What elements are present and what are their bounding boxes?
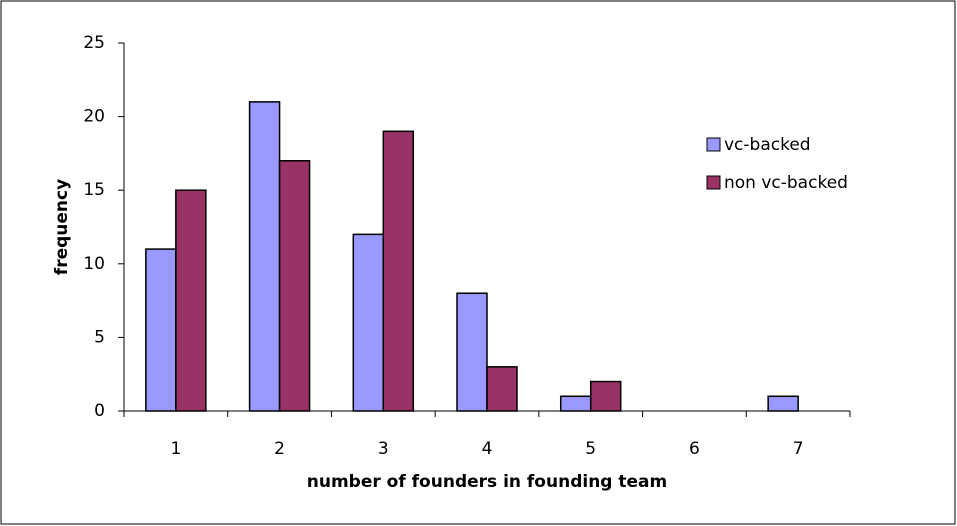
bar (767, 395, 799, 412)
y-tick-label: 0 (94, 401, 105, 421)
bar (486, 366, 518, 412)
x-tick-label: 6 (689, 439, 700, 459)
y-tick-label: 5 (94, 327, 105, 347)
x-tick-label: 3 (378, 439, 389, 459)
bar (589, 380, 622, 412)
bar (175, 189, 207, 412)
x-axis-title: number of founders in founding team (307, 472, 667, 492)
bar (559, 395, 592, 412)
x-tick-label: 1 (170, 439, 181, 459)
legend-label: vc-backed (724, 135, 811, 155)
bar (278, 160, 311, 412)
legend-label: non vc-backed (724, 173, 848, 193)
bar (145, 248, 177, 412)
bar (382, 130, 415, 412)
bar (456, 292, 488, 412)
y-tick-label: 25 (83, 33, 105, 53)
legend-swatch (706, 137, 721, 152)
x-tick-label: 4 (482, 439, 493, 459)
bar (352, 233, 385, 412)
x-tick-label: 5 (585, 439, 596, 459)
y-axis-title: frequency (52, 179, 72, 275)
legend-swatch (706, 175, 721, 190)
x-tick-label: 2 (274, 439, 285, 459)
x-tick-label: 7 (793, 439, 804, 459)
y-tick-label: 20 (83, 107, 105, 127)
y-tick-label: 10 (83, 254, 105, 274)
bar (248, 101, 281, 412)
y-tick-label: 15 (83, 180, 105, 200)
